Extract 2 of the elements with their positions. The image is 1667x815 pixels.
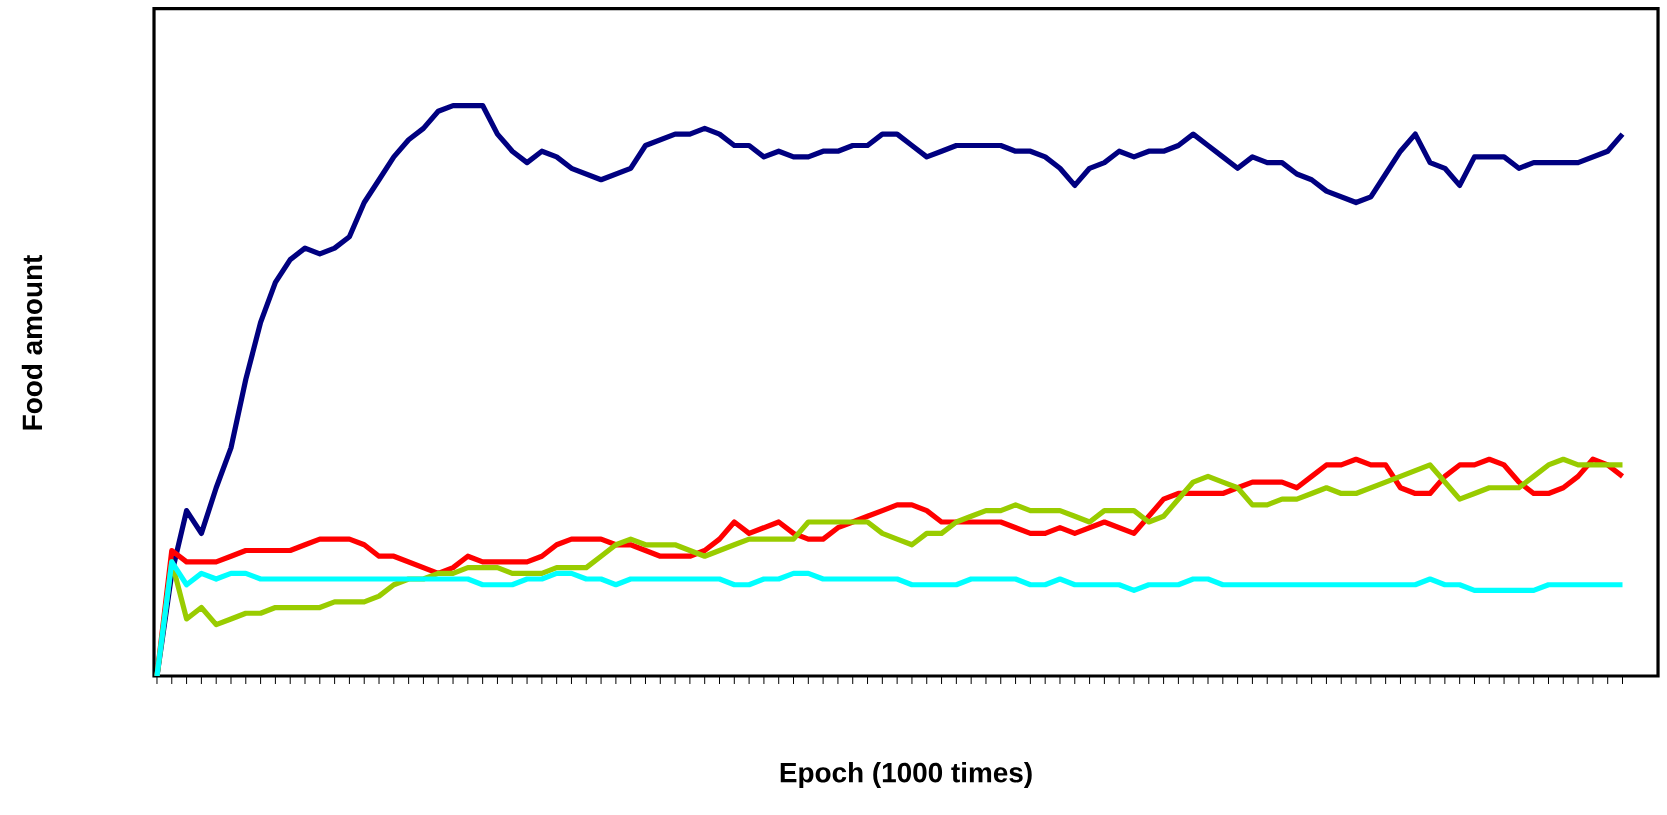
x-axis-title: Epoch (1000 times)	[780, 761, 1032, 788]
y-axis-title: Food amount	[21, 255, 43, 430]
